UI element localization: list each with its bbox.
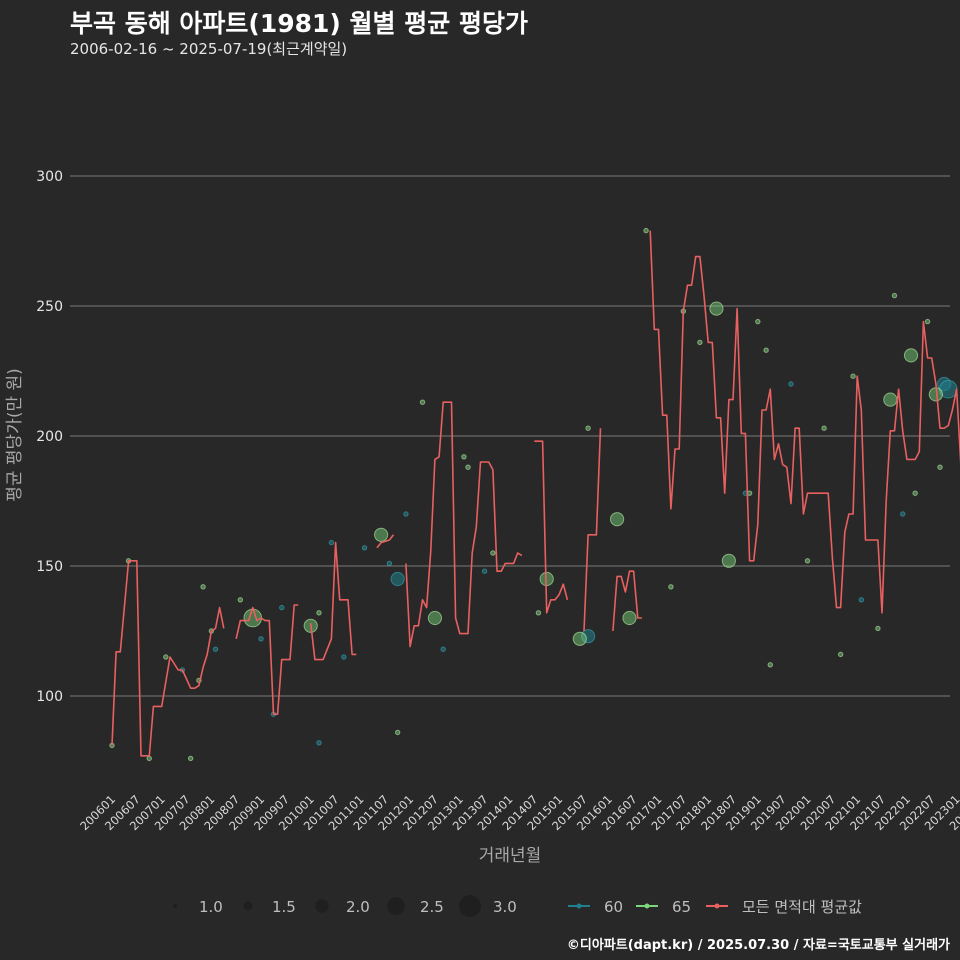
data-point: [316, 610, 322, 616]
data-point: [609, 512, 625, 527]
data-point: [875, 625, 881, 632]
size-legend-dot: [315, 899, 329, 913]
size-legend-dot: [172, 903, 178, 909]
series-average-line: [111, 230, 960, 757]
data-point: [903, 348, 919, 363]
data-point: [572, 631, 587, 646]
y-tick-label: 100: [36, 689, 63, 705]
legend-key-dot: [576, 903, 582, 909]
data-point: [912, 490, 918, 496]
data-point: [237, 597, 244, 603]
average-line-segment: [309, 541, 357, 661]
data-point: [937, 464, 943, 470]
y-tick-label: 150: [36, 559, 63, 575]
series-60-points: [179, 376, 958, 746]
data-point: [924, 318, 931, 325]
data-point: [763, 347, 769, 353]
y-axis-title: 평균 평당가(만 원): [5, 368, 25, 502]
average-line-segment: [649, 230, 960, 614]
data-point: [403, 511, 409, 517]
average-line-segment: [405, 401, 523, 648]
chart-subtitle: 2006-02-16 ~ 2025-07-19(최근계약일): [70, 40, 348, 58]
legend-label: 65: [672, 898, 691, 916]
average-line-segment: [534, 440, 569, 614]
legend-label: 모든 면적대 평균값: [742, 898, 862, 916]
size-legend-label: 3.0: [493, 898, 517, 916]
x-axis-title: 거래년월: [479, 846, 542, 866]
legend-label: 60: [604, 898, 623, 916]
data-point: [585, 425, 591, 431]
y-tick-label: 300: [36, 169, 63, 185]
data-point: [279, 604, 285, 611]
data-point: [697, 339, 703, 346]
y-tick-label: 200: [36, 429, 63, 445]
data-point: [767, 662, 773, 668]
x-axis-ticks: 2006012006072007012007072008012008072009…: [77, 792, 960, 833]
data-point: [709, 301, 724, 316]
size-legend-label: 1.5: [272, 898, 296, 916]
grid-lines: [70, 175, 950, 697]
average-line-segment: [376, 534, 395, 549]
size-legend-dot: [387, 897, 405, 915]
size-legend-dot: [243, 901, 253, 911]
data-point: [328, 539, 335, 546]
data-point: [850, 373, 856, 379]
chart-title: 부곡 동해 아파트(1981) 월별 평균 평당가: [70, 9, 528, 38]
data-point: [341, 654, 347, 660]
data-point: [187, 755, 194, 762]
data-point: [419, 399, 426, 405]
data-point: [461, 454, 467, 460]
data-point: [804, 558, 811, 564]
data-point: [622, 610, 637, 626]
data-point: [374, 527, 389, 542]
data-point: [212, 646, 219, 652]
data-point: [390, 571, 405, 587]
data-point: [883, 392, 898, 407]
legend-key-dot: [644, 903, 650, 909]
size-legend-label: 1.0: [199, 898, 223, 916]
data-point: [440, 646, 446, 652]
data-point: [755, 318, 761, 325]
data-point: [668, 584, 674, 590]
legend-key-dot: [714, 903, 720, 909]
data-point: [821, 425, 827, 431]
data-point: [581, 629, 596, 644]
data-point: [427, 610, 443, 626]
data-point: [361, 545, 368, 551]
source-caption: ©디아파트(dapt.kr) / 2025.07.30 / 자료=국토교통부 실…: [566, 938, 950, 953]
average-line-segment: [111, 560, 225, 757]
data-point: [481, 568, 488, 574]
data-point: [394, 729, 401, 736]
data-point: [146, 755, 152, 762]
data-point: [721, 553, 736, 568]
data-point: [643, 227, 649, 234]
average-line-segment: [612, 570, 642, 632]
legend: 1.0 1.5 2.0 2.5 3.0 60 65 모든 면적대 평균값: [172, 895, 862, 917]
data-point: [891, 292, 898, 299]
data-point: [243, 608, 263, 628]
average-line-segment: [235, 604, 299, 715]
data-point: [258, 636, 264, 642]
data-point: [386, 560, 393, 567]
data-point: [163, 654, 169, 660]
data-point: [200, 584, 206, 590]
data-point: [788, 381, 794, 387]
data-point: [316, 740, 322, 746]
size-legend-label: 2.0: [346, 898, 370, 916]
series-65-points: [109, 227, 943, 762]
size-legend-label: 2.5: [420, 898, 444, 916]
data-point: [535, 610, 542, 616]
size-legend-dot: [459, 895, 481, 917]
average-line-segment: [583, 428, 602, 632]
data-point: [858, 597, 865, 603]
y-tick-label: 250: [36, 299, 63, 315]
data-point: [465, 464, 471, 470]
data-point: [837, 651, 844, 658]
data-point: [490, 550, 496, 556]
data-point: [900, 511, 906, 517]
y-axis-ticks: 100 150 200 250 300: [36, 169, 63, 705]
